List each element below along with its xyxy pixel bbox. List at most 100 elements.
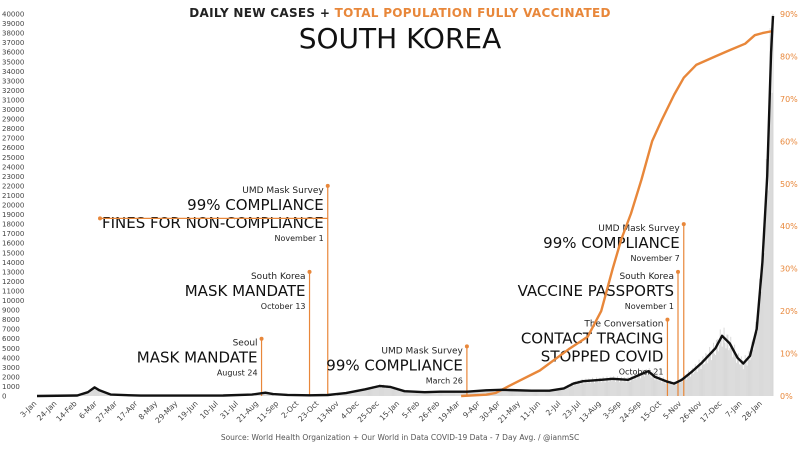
x-tick-label: 27-Mar — [94, 398, 120, 424]
x-tick-label: 2-Jul — [544, 399, 562, 417]
y-left-tick-label: 22000 — [2, 182, 24, 190]
y-right-tick-label: 30% — [780, 265, 798, 274]
annotation-source: South Korea — [251, 272, 306, 282]
y-right-tick-label: 20% — [780, 307, 798, 316]
y-left-tick-label: 36000 — [2, 49, 24, 57]
y-left-tick-label: 20000 — [2, 202, 24, 210]
annotation-dot — [259, 336, 264, 341]
annotation-date: October 21 — [619, 368, 664, 377]
x-tick-label: 15-Oct — [639, 399, 663, 423]
x-tick-label: 13-Aug — [577, 399, 602, 424]
y-left-tick-label: 34000 — [2, 68, 24, 76]
y-left-tick-label: 8000 — [2, 316, 20, 324]
y-left-tick-label: 27000 — [2, 135, 24, 143]
x-tick-label: 24-Sep — [618, 399, 643, 424]
annotation-headline: STOPPED COVID — [541, 348, 664, 366]
x-tick-label: 19-Jun — [176, 399, 200, 423]
annotation-dot — [464, 344, 469, 349]
chart-title: SOUTH KOREA — [298, 22, 502, 55]
annotation-date: October 13 — [261, 302, 306, 311]
x-tick-label: 25-Dec — [356, 399, 381, 424]
subtitle-vaccinated: TOTAL POPULATION FULLY VACCINATED — [334, 6, 611, 20]
y-left-tick-label: 21000 — [2, 192, 24, 200]
annotation-headline: CONTACT TRACING — [521, 330, 664, 348]
y-right-tick-label: 60% — [780, 137, 798, 146]
annotation-dot — [665, 317, 670, 322]
y-right-tick-label: 90% — [780, 10, 798, 19]
y-left-tick-label: 13000 — [2, 268, 24, 276]
y-left-tick-label: 12000 — [2, 278, 24, 286]
x-tick-label: 14-Feb — [54, 399, 79, 424]
y-left-tick-label: 2000 — [2, 373, 20, 381]
x-tick-label: 15-Jan — [378, 399, 402, 423]
annotation-date: August 24 — [217, 369, 258, 378]
y-left-tick-label: 15000 — [2, 249, 24, 257]
y-left-tick-label: 26000 — [2, 144, 24, 152]
y-right-tick-label: 70% — [780, 95, 798, 104]
cases-series-line — [36, 15, 775, 398]
y-left-tick-label: 9000 — [2, 307, 20, 315]
y-left-tick-label: 32000 — [2, 87, 24, 95]
y-left-tick-label: 28000 — [2, 125, 24, 133]
x-tick-label: 17-Dec — [698, 399, 723, 424]
x-tick-label: 21-Aug — [235, 399, 260, 424]
annotation-headline: FINES FOR NON-COMPLIANCE — [102, 214, 324, 232]
annotation-dot — [325, 183, 330, 188]
annotation-source: UMD Mask Survey — [381, 346, 463, 356]
y-left-tick-label: 5000 — [2, 345, 20, 353]
y-right-tick-label: 10% — [780, 350, 798, 359]
y-left-tick-label: 18000 — [2, 221, 24, 229]
annotation-headline: 99% COMPLIANCE — [326, 356, 463, 374]
y-left-tick-label: 14000 — [2, 259, 24, 267]
y-left-tick-label: 16000 — [2, 240, 24, 248]
annotation-source: Seoul — [233, 339, 258, 349]
y-right-tick-label: 0% — [780, 392, 793, 401]
y-left-tick-label: 37000 — [2, 39, 24, 47]
y-left-tick-label: 10000 — [2, 297, 24, 305]
y-left-tick-label: 6000 — [2, 335, 20, 343]
y-left-tick-label: 24000 — [2, 163, 24, 171]
source-note: Source: World Health Organization + Our … — [220, 433, 580, 442]
y-left-tick-label: 4000 — [2, 354, 20, 362]
annotation-headline: MASK MANDATE — [185, 282, 306, 300]
y-left-tick-label: 35000 — [2, 58, 24, 66]
y-left-tick-label: 3000 — [2, 364, 20, 372]
annotation-source: The Conversation — [583, 320, 663, 330]
x-tick-label: 29-May — [153, 399, 179, 425]
annotation-headline: VACCINE PASSPORTS — [518, 282, 674, 300]
x-tick-label: 19-Mar — [437, 398, 463, 424]
annotation-dot — [98, 216, 102, 221]
chart-subtitle: DAILY NEW CASES + TOTAL POPULATION FULLY… — [0, 6, 800, 20]
y-left-tick-label: 40000 — [2, 11, 24, 19]
x-tick-label: 13-Nov — [315, 399, 341, 425]
y-left-tick-label: 19000 — [2, 211, 24, 219]
y-left-tick-label: 25000 — [2, 154, 24, 162]
y-left-tick-label: 30000 — [2, 106, 24, 114]
x-tick-label: 21-May — [496, 399, 522, 425]
annotation-date: March 26 — [426, 376, 463, 385]
annotation-date: November 1 — [625, 302, 674, 311]
y-left-tick-label: 1000 — [2, 383, 20, 391]
y-left-tick-label: 33000 — [2, 77, 24, 85]
y-right-tick-label: 80% — [780, 52, 798, 61]
annotation-headline: 99% COMPLIANCE — [187, 196, 324, 214]
annotation-headline: MASK MANDATE — [137, 349, 258, 367]
y-left-tick-label: 11000 — [2, 287, 24, 295]
annotation-dot — [681, 222, 686, 227]
annotation-date: November 7 — [631, 254, 680, 263]
y-left-tick-label: 31000 — [2, 96, 24, 104]
annotation-dot — [307, 269, 312, 274]
annotation-date: November 1 — [275, 234, 324, 243]
annotation-source: UMD Mask Survey — [598, 224, 680, 234]
y-left-tick-label: 23000 — [2, 173, 24, 181]
x-tick-label: 28-Jan — [740, 399, 764, 423]
x-tick-label: 11-Sep — [255, 399, 280, 424]
y-right-tick-label: 50% — [780, 180, 798, 189]
y-left-tick-label: 39000 — [2, 20, 24, 28]
annotation-headline: 99% COMPLIANCE — [543, 234, 680, 252]
y-left-tick-label: 0 — [2, 393, 6, 401]
subtitle-cases: DAILY NEW CASES + — [189, 6, 335, 20]
annotation-dot — [676, 269, 681, 274]
y-left-tick-label: 7000 — [2, 326, 20, 334]
annotation-source: South Korea — [619, 272, 674, 282]
